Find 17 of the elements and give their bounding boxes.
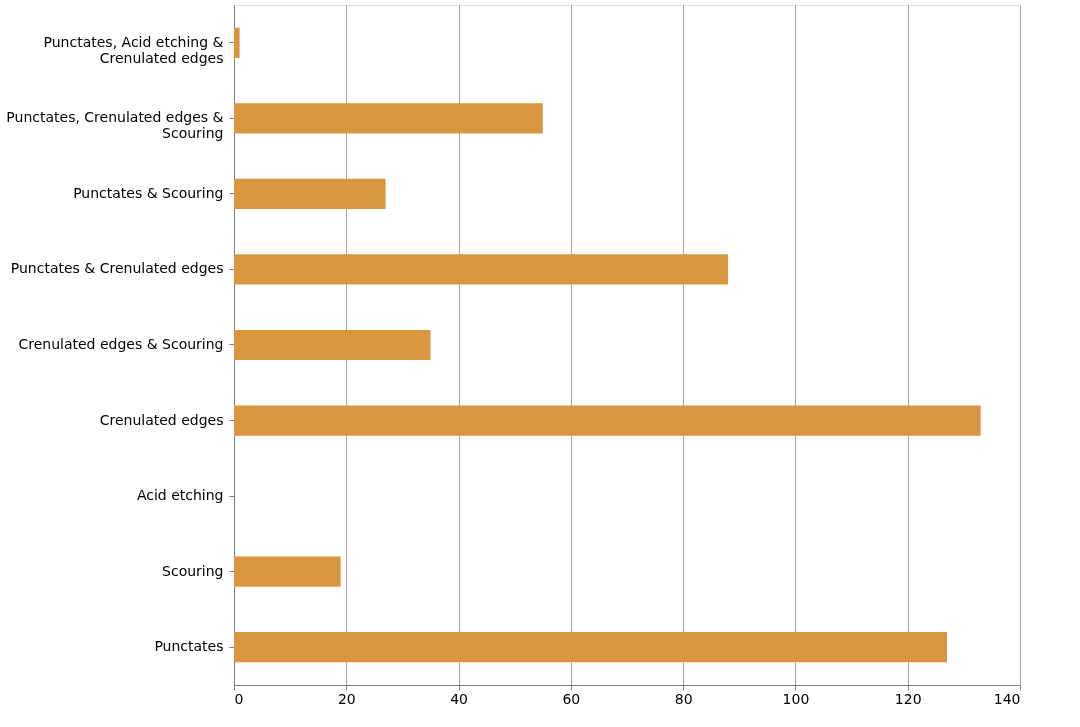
y-tick-label: Punctates & Scouring bbox=[73, 184, 224, 201]
x-tick-label: 100 bbox=[782, 690, 810, 707]
y-tick-label: Acid etching bbox=[136, 487, 224, 504]
y-tick-label: Crenulated edges & Scouring bbox=[18, 336, 224, 352]
x-tick-label: 120 bbox=[894, 690, 922, 707]
y-tick-label: Punctates & Crenulated edges bbox=[10, 260, 224, 277]
x-tick-label: 0 bbox=[234, 690, 244, 707]
y-tick-label: Punctates, Crenulated edges & Scouring bbox=[6, 109, 224, 142]
y-tick-label: Punctates bbox=[154, 638, 224, 655]
x-tick-label: 60 bbox=[562, 690, 581, 707]
y-tick-label: Scouring bbox=[162, 562, 224, 579]
x-tick-label: 140 bbox=[993, 690, 1021, 707]
y-tick-label: Punctates, Acid etching & Crenulated edges bbox=[43, 33, 224, 66]
x-tick-label: 80 bbox=[674, 690, 693, 707]
x-tick-label: 20 bbox=[337, 690, 356, 707]
y-tick-label: Crenulated edges bbox=[99, 411, 224, 428]
x-tick-label: 40 bbox=[450, 690, 468, 707]
